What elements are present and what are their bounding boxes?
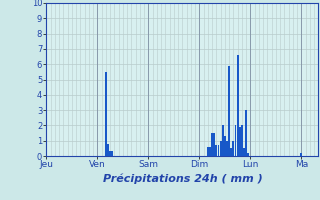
Bar [243, 148, 245, 156]
Bar [220, 141, 221, 156]
Bar [237, 55, 238, 156]
Bar [245, 110, 247, 156]
Bar [224, 136, 226, 156]
X-axis label: Précipitations 24h ( mm ): Précipitations 24h ( mm ) [102, 173, 262, 184]
Bar [239, 127, 241, 156]
Bar [218, 145, 220, 156]
Bar [109, 151, 111, 156]
Bar [209, 147, 211, 156]
Bar [300, 153, 302, 156]
Bar [215, 145, 217, 156]
Bar [111, 151, 113, 156]
Bar [230, 148, 232, 156]
Bar [233, 141, 234, 156]
Bar [211, 133, 213, 156]
Bar [247, 153, 249, 156]
Bar [235, 125, 236, 156]
Bar [228, 66, 230, 156]
Bar [107, 144, 109, 156]
Bar [226, 141, 228, 156]
Bar [105, 72, 107, 156]
Bar [213, 133, 215, 156]
Bar [241, 125, 243, 156]
Bar [222, 125, 224, 156]
Bar [207, 147, 209, 156]
